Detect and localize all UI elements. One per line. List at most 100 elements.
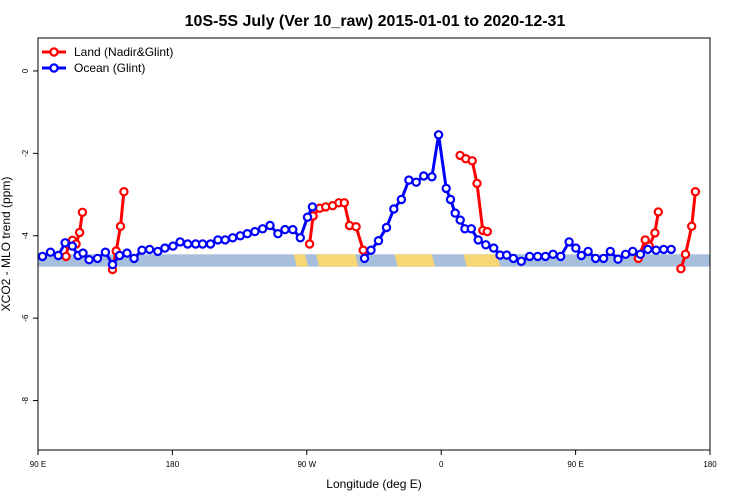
data-point [643,244,653,255]
data-point [78,248,88,258]
data-point [61,251,71,262]
y-tick-label: 0 [21,68,30,73]
data-point [37,251,48,262]
data-point [651,245,661,255]
data-point [119,186,129,197]
data-point [302,212,313,222]
data-point [137,245,147,255]
data-point [455,215,465,225]
chart-title: 10S-5S July (Ver 10_raw) 2015-01-01 to 2… [185,13,566,30]
data-point [427,172,437,182]
data-point [366,245,376,255]
data-point [182,239,193,249]
data-point [359,253,370,264]
data-point [351,221,361,232]
data-point [213,235,223,245]
x-axis-label: Longitude (deg E) [326,477,421,491]
data-point [53,250,64,261]
data-point [548,249,558,259]
series-layer [37,130,701,275]
series-line [679,191,697,270]
data-point [516,256,527,266]
legend-marker [49,47,59,57]
data-point [556,251,566,262]
data-point [107,259,118,270]
data-point [168,241,178,251]
data-point [467,156,477,166]
data-point [433,130,444,140]
data-point [227,233,238,243]
x-tick-label: 0 [439,460,444,469]
y-tick-label: -6 [21,314,30,322]
data-point [640,235,650,245]
data-point [466,224,476,234]
data-point [590,253,601,264]
legend-label: Land (Nadir&Glint) [74,45,173,59]
data-point [676,264,686,274]
data-point [280,224,290,235]
legend: Land (Nadir&Glint) Ocean (Glint) [42,45,173,75]
data-point [441,183,451,194]
data-point [598,253,609,264]
data-point [100,247,111,257]
data-point [74,227,85,238]
data-point [45,247,56,257]
legend-item: Ocean (Glint) [42,61,145,75]
data-point [508,253,519,264]
data-point [373,235,384,246]
plot-frame [37,37,711,451]
data-point [339,198,349,208]
data-point [115,221,126,231]
data-point [419,171,429,181]
data-point [92,253,103,264]
x-tick-label: 180 [166,460,180,469]
data-point [687,221,697,231]
legend-item: Land (Nadir&Glint) [42,45,173,59]
data-point [473,235,483,245]
ocean-band [38,254,710,267]
data-point [650,228,660,238]
data-point [295,233,305,243]
data-point [396,194,407,205]
data-point [389,204,399,214]
data-point [472,178,482,189]
data-point [122,248,132,258]
data-point [250,226,260,237]
data-point [153,246,163,257]
data-point [114,250,125,261]
data-point [533,251,543,262]
data-point [358,245,368,255]
y-axis: 0 -2 -4 -6 -8 [21,68,38,404]
land-band-segment [394,254,435,267]
x-tick-label: 90 W [297,460,316,469]
series-line [363,133,672,263]
data-point [445,194,456,205]
data-point [576,250,587,261]
x-axis: 90 E 180 90 W 0 90 E 180 [30,450,717,469]
data-point [404,175,414,185]
surface-band [38,254,710,267]
y-axis-label: XCO2 - MLO trend (ppm) [0,177,13,312]
data-point [288,224,298,235]
data-point [265,220,275,231]
data-point [381,222,392,233]
data-point [84,255,94,265]
data-point [220,235,230,245]
data-point [67,241,78,251]
data-point [690,186,701,197]
data-point [653,207,664,217]
data-point [144,244,155,255]
x-tick-label: 90 E [30,460,46,469]
data-point [525,251,535,262]
data-point [564,237,574,247]
land-band-segment [316,254,359,267]
data-point [666,244,676,255]
data-point [197,239,208,249]
y-tick-label: -4 [21,232,30,240]
data-point [481,240,491,250]
data-point [450,208,460,218]
land-band-segment [293,254,308,267]
legend-marker [49,63,59,73]
